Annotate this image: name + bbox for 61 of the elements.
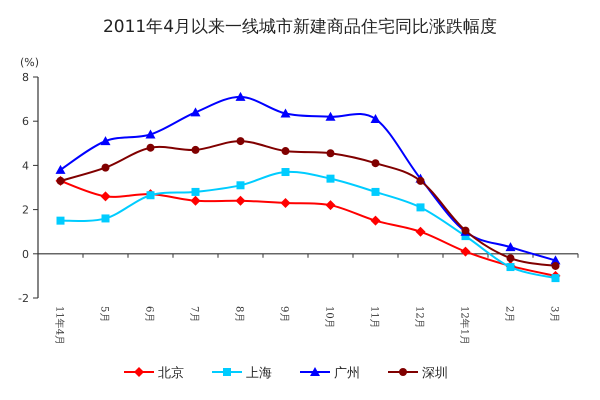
point xyxy=(236,181,244,190)
x-tick-label: 7月 xyxy=(188,306,200,322)
point xyxy=(552,274,560,282)
point xyxy=(506,254,514,262)
x-tick-label: 12年1月 xyxy=(458,306,470,346)
point xyxy=(236,92,246,101)
point xyxy=(192,146,200,154)
legend-label: 广州 xyxy=(334,366,360,381)
y-tick-label: 4 xyxy=(22,159,29,172)
y-axis-title: (%) xyxy=(20,56,40,69)
x-tick-label: 9月 xyxy=(278,306,290,322)
point xyxy=(100,191,110,202)
point xyxy=(506,242,516,252)
y-tick-label: 8 xyxy=(22,71,29,84)
point xyxy=(102,164,110,172)
point xyxy=(282,168,290,176)
point xyxy=(370,216,380,226)
x-tick-label: 12月 xyxy=(414,306,424,329)
point xyxy=(326,174,334,183)
point xyxy=(146,129,156,138)
x-tick-label: 5月 xyxy=(98,306,110,322)
x-tick-label: 11年4月 xyxy=(54,306,66,346)
x-tick-label: 2月 xyxy=(504,306,514,322)
point xyxy=(236,196,246,206)
point xyxy=(192,188,200,196)
point xyxy=(506,263,514,272)
point xyxy=(236,137,244,146)
point xyxy=(416,226,426,237)
point xyxy=(370,114,380,123)
chart-title: 2011年4月以来一线城市新建商品住宅同比涨跌幅度 xyxy=(102,17,498,37)
point xyxy=(416,203,424,212)
x-tick-label: 3月 xyxy=(548,306,560,322)
y-tick-label: -2 xyxy=(18,292,29,305)
y-tick-label: 0 xyxy=(22,248,29,261)
x-tick-label: 11月 xyxy=(368,306,380,329)
point xyxy=(552,262,560,270)
x-tick-label: 10月 xyxy=(324,306,334,329)
point xyxy=(100,136,110,146)
x-tick-label: 8月 xyxy=(234,306,244,322)
point xyxy=(326,112,336,121)
point xyxy=(460,246,470,257)
point xyxy=(56,164,66,174)
point xyxy=(102,214,110,222)
point xyxy=(372,188,380,196)
point xyxy=(372,159,380,168)
legend-label: 深圳 xyxy=(422,366,448,381)
point xyxy=(56,216,64,225)
y-tick-label: 2 xyxy=(22,204,29,217)
legend-label: 北京 xyxy=(158,366,184,381)
point xyxy=(190,107,200,116)
point xyxy=(326,149,334,158)
point xyxy=(326,200,336,210)
point xyxy=(282,147,290,156)
point xyxy=(280,198,290,208)
point xyxy=(280,108,290,118)
point xyxy=(146,144,154,152)
x-tick-label: 6月 xyxy=(144,306,154,322)
point xyxy=(416,176,424,185)
legend-label: 上海 xyxy=(246,366,272,381)
point xyxy=(190,196,200,206)
y-tick-label: 6 xyxy=(22,115,29,128)
